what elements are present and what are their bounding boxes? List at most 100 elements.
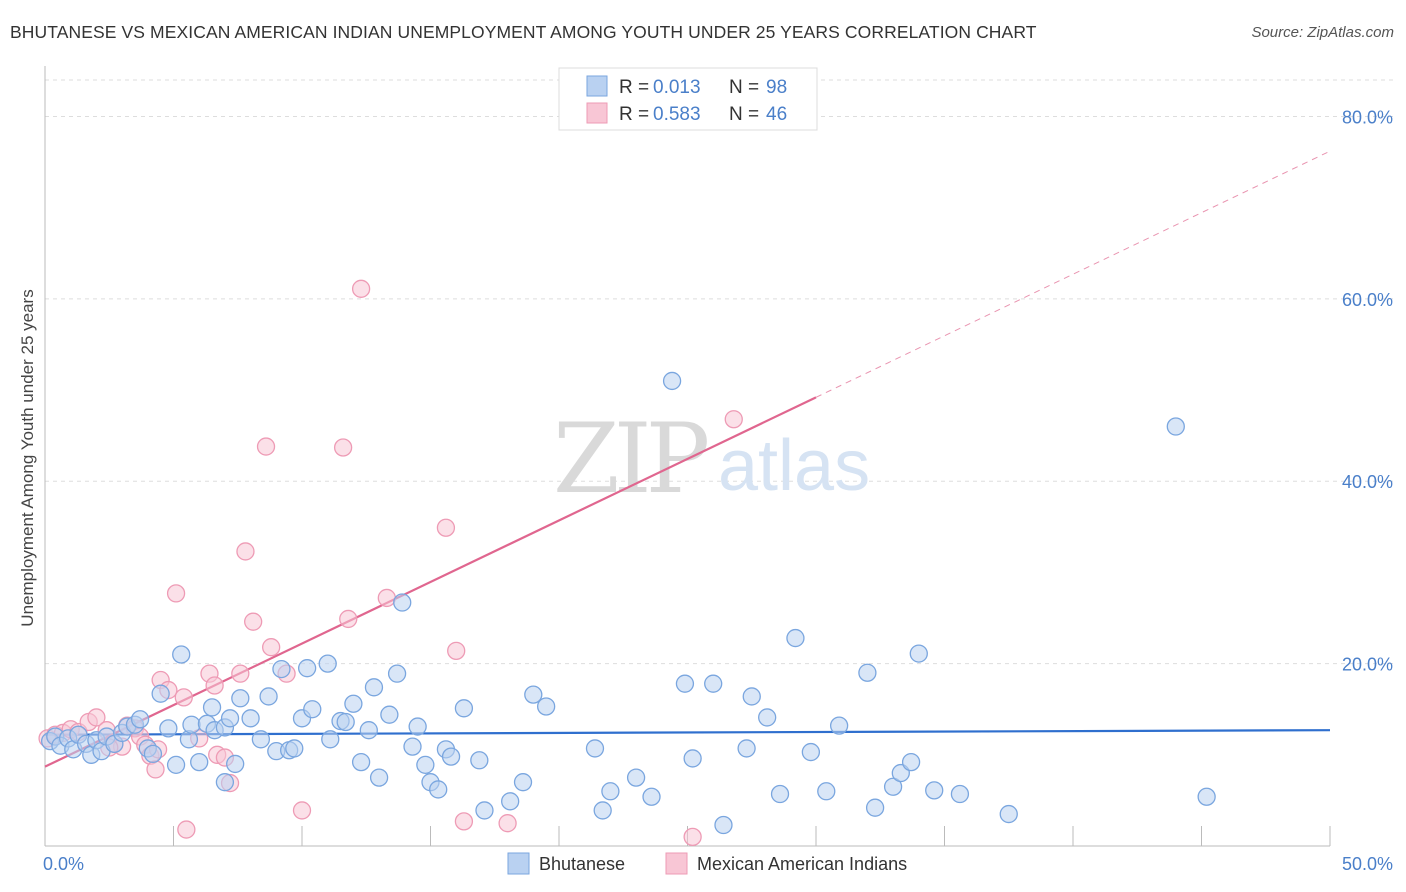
bhutanese-point [285, 739, 304, 758]
bhutanese-point [675, 674, 695, 693]
bhutanese-point [925, 781, 944, 800]
bhutanese-point [524, 685, 543, 704]
legend-swatch-bhutanese [586, 75, 608, 97]
bhutanese-point [190, 752, 209, 772]
mexican-american-indians-point [174, 688, 193, 707]
bhutanese-point [601, 782, 620, 801]
mexican-american-indians-point [205, 676, 224, 695]
legend-r-label-2: R = [619, 104, 649, 125]
bhutanese-point [441, 747, 461, 766]
bhutanese-point [336, 712, 355, 732]
bhutanese-point [475, 801, 494, 820]
bhutanese-point [408, 717, 427, 736]
bhutanese-point [593, 801, 612, 820]
mexican-american-indians-point [146, 760, 165, 779]
mexican-american-indians-point [498, 814, 517, 833]
mexican-american-indians-trend-extension [815, 150, 1331, 398]
bhutanese-point [369, 768, 389, 787]
bhutanese-point [999, 804, 1018, 824]
mexican-american-indians-point [236, 542, 255, 561]
bhutanese-point [683, 749, 702, 768]
mexican-american-indians-trend-line [44, 396, 817, 768]
x-tick-labels: 0.0% 50.0% [43, 854, 1393, 874]
bhutanese-point [251, 730, 271, 749]
bhutanese-point [829, 716, 849, 735]
bhutanese-point [272, 659, 291, 679]
watermark: ZIP atlas [553, 403, 870, 515]
bhutanese-point [537, 697, 556, 716]
bhutanese-point [901, 752, 921, 772]
bhutanese-point [950, 784, 970, 804]
bhutanese-point [585, 739, 605, 758]
bhutanese-point [364, 678, 384, 697]
mexican-american-indians-point [292, 801, 312, 820]
bhutanese-points [40, 371, 1216, 835]
bhutanese-point [215, 773, 235, 792]
bhutanese-point [151, 684, 170, 703]
mexican-american-indians-points [38, 279, 743, 847]
watermark-zip: ZIP [553, 403, 708, 515]
bhutanese-point [513, 773, 533, 792]
bhutanese-point [297, 659, 317, 678]
mexican-american-indians-point [166, 584, 186, 603]
bhutanese-point [865, 798, 885, 817]
x-tick-label: 0.0% [43, 854, 84, 874]
bhutanese-point [344, 694, 363, 713]
bhutanese-point [166, 755, 186, 774]
legend-swatch-mexican-american-indians [586, 102, 608, 124]
bhutanese-point [470, 751, 489, 770]
bhutanese-point [416, 755, 435, 774]
bhutanese-point [429, 780, 448, 799]
mexican-american-indians-point [333, 438, 353, 457]
mexican-american-indians-point [256, 437, 276, 456]
chart-title: BHUTANESE VS MEXICAN AMERICAN INDIAN UNE… [10, 22, 1037, 42]
bhutanese-point [130, 710, 150, 729]
bhutanese-point [380, 705, 399, 724]
legend-r-label-1: R = [619, 77, 649, 98]
bhutanese-point [241, 709, 260, 728]
bhutanese-point [642, 787, 661, 806]
mexican-american-indians-point [377, 588, 396, 608]
mexican-american-indians-point [87, 708, 106, 727]
y-axis-title: Unemployment Among Youth under 25 years [18, 289, 37, 626]
bhutanese-point [817, 782, 836, 801]
bottom-legend-label-bhutanese: Bhutanese [539, 854, 625, 874]
bhutanese-point [714, 815, 733, 835]
mexican-american-indians-point [262, 638, 281, 657]
mexican-american-indians-point [454, 812, 474, 831]
bhutanese-trend-line [44, 729, 1331, 736]
bhutanese-point [1166, 417, 1185, 436]
bhutanese-point [742, 687, 761, 706]
bhutanese-point [501, 792, 520, 811]
bottom-legend-swatch-bhutanese [507, 852, 530, 875]
mexican-american-indians-point [683, 827, 702, 847]
legend-top: R = 0.013 N = 98 R = 0.583 N = 46 [558, 67, 818, 131]
y-tick-labels: 20.0% 40.0% 60.0% 80.0% [1342, 107, 1393, 674]
bhutanese-point [704, 674, 723, 693]
legend-n-label-1: N = [729, 77, 759, 98]
bhutanese-point [220, 709, 240, 728]
bhutanese-point [770, 784, 790, 804]
bhutanese-point [858, 663, 877, 682]
bhutanese-point [159, 719, 178, 738]
legend-n-label-2: N = [729, 104, 759, 125]
bhutanese-point [318, 654, 337, 673]
bhutanese-point [231, 689, 250, 708]
legend-n-value-1: 98 [766, 77, 787, 98]
bhutanese-point [259, 687, 278, 706]
bhutanese-point [321, 730, 340, 749]
bhutanese-point [143, 744, 163, 764]
bhutanese-point [626, 768, 646, 787]
bhutanese-point [172, 645, 191, 664]
bhutanese-point [737, 739, 756, 758]
y-tick-label: 80.0% [1342, 107, 1393, 127]
watermark-atlas: atlas [718, 426, 870, 506]
mexican-american-indians-point [351, 279, 371, 298]
bhutanese-point [403, 737, 422, 756]
bhutanese-point [303, 700, 322, 719]
legend-r-value-2: 0.583 [653, 104, 701, 125]
bhutanese-point [226, 754, 245, 774]
chart-source: Source: ZipAtlas.com [1251, 24, 1394, 41]
y-tick-label: 60.0% [1342, 290, 1393, 310]
